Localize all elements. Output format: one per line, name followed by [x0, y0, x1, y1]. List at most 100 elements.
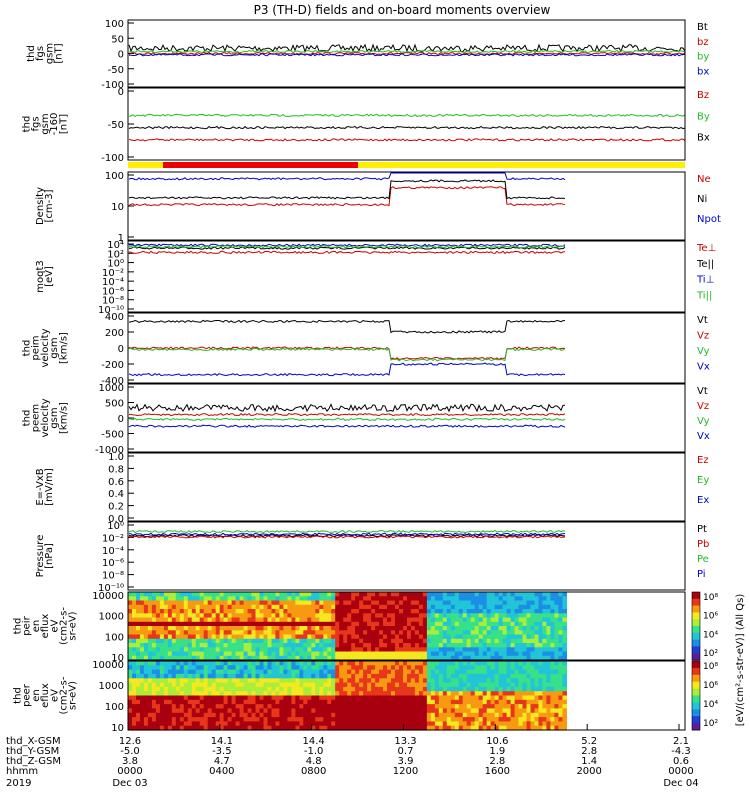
- spectrogram-cell: [143, 712, 149, 718]
- spectrogram-cell: [351, 655, 356, 661]
- spectrogram-cell: [291, 621, 296, 627]
- spectrogram-cell: [482, 647, 488, 653]
- spectrogram-cell: [347, 617, 352, 623]
- spectrogram-cell: [407, 621, 412, 627]
- spectrogram-cell: [307, 643, 312, 648]
- spectrogram-cell: [227, 621, 233, 627]
- spectrogram-cell: [132, 613, 137, 619]
- spectrogram-cell: [383, 682, 388, 688]
- spectrogram-cell: [243, 643, 249, 648]
- spectrogram-cell: [375, 617, 380, 623]
- spectrogram-cell: [438, 669, 444, 675]
- spectrogram-cell: [422, 617, 428, 623]
- spectrogram-cell: [518, 613, 524, 619]
- spectrogram-cell: [251, 695, 257, 701]
- spectrogram-cell: [279, 600, 284, 606]
- spectrogram-cell: [343, 712, 348, 718]
- spectrogram-cell: [171, 638, 177, 644]
- spectrogram-cell: [498, 638, 504, 644]
- spectrogram-cell: [490, 691, 496, 697]
- spectrogram-cell: [299, 704, 304, 709]
- spectrogram-cell: [482, 721, 488, 727]
- spectrogram-cell: [255, 621, 261, 627]
- spectrogram-cell: [486, 600, 492, 606]
- spectrogram-cell: [211, 647, 217, 653]
- spectrogram-cell: [434, 699, 440, 705]
- spectrogram-cell: [410, 725, 416, 731]
- spectrogram-cell: [442, 638, 448, 644]
- spectrogram-cell: [526, 708, 532, 714]
- spectrogram-cell: [327, 609, 332, 614]
- spectrogram-cell: [363, 647, 368, 653]
- spectrogram-cell: [331, 708, 336, 714]
- spectrogram-cell: [502, 725, 508, 731]
- spectrogram-cell: [335, 592, 340, 597]
- spectrogram-cell: [199, 691, 205, 697]
- spectrogram-cell: [267, 708, 273, 714]
- spectrogram-cell: [219, 604, 225, 610]
- spectrogram-cell: [319, 682, 324, 688]
- spectrogram-cell: [307, 592, 312, 597]
- spectrogram-cell: [502, 600, 508, 606]
- spectrogram-cell: [347, 725, 352, 731]
- spectrogram-cell: [243, 651, 249, 657]
- spectrogram-cell: [462, 609, 468, 614]
- spectrogram-cell: [299, 686, 304, 692]
- spectrogram-cell: [407, 596, 412, 602]
- spectrogram-cell: [399, 665, 404, 671]
- spectrogram-cell: [502, 617, 508, 623]
- spectrogram-cell: [279, 695, 284, 701]
- spectrogram-cell: [291, 704, 296, 709]
- spectrogram-cell: [303, 712, 308, 718]
- spectrogram-cell: [478, 686, 484, 692]
- spectrogram-cell: [140, 626, 145, 631]
- spectrogram-cell: [526, 682, 532, 688]
- spectrogram-cell: [179, 647, 185, 653]
- spectrogram-cell: [542, 699, 547, 705]
- spectrogram-cell: [275, 704, 280, 709]
- spectrogram-cell: [418, 600, 424, 606]
- spectrogram-cell: [494, 630, 500, 636]
- spectrogram-cell: [418, 592, 424, 597]
- spectrogram-cell: [136, 643, 141, 648]
- spectrogram-cell: [147, 647, 153, 653]
- spectrogram-cell: [151, 695, 157, 701]
- spectrogram-cell: [143, 643, 149, 648]
- spectrogram-cell: [542, 691, 547, 697]
- spectrogram-cell: [140, 604, 145, 610]
- spectrogram-cell: [403, 704, 408, 709]
- spectrogram-cell: [331, 717, 336, 722]
- spectrogram-cell: [458, 613, 464, 619]
- spectrogram-cell: [255, 638, 261, 644]
- spectrogram-cell: [367, 717, 372, 722]
- spectrogram-cell: [446, 647, 452, 653]
- spectrogram-cell: [458, 592, 464, 597]
- spectrogram-cell: [187, 634, 193, 640]
- spectrogram-cell: [339, 638, 344, 644]
- spectrogram-cell: [315, 651, 320, 657]
- spectrogram-cell: [331, 626, 336, 631]
- spectrogram-cell: [470, 717, 476, 722]
- spectrogram-cell: [351, 600, 356, 606]
- spectrogram-cell: [343, 643, 348, 648]
- spectrogram-cell: [183, 596, 189, 602]
- spectrogram-cell: [199, 721, 205, 727]
- spectrogram-cell: [558, 661, 563, 666]
- spectrogram-cell: [470, 621, 476, 627]
- spectrogram-cell: [518, 686, 524, 692]
- spectrogram-cell: [223, 604, 229, 610]
- spectrogram-cell: [175, 669, 181, 675]
- y-axis-label: peem: [31, 404, 42, 432]
- spectrogram-cell: [339, 704, 344, 709]
- spectrogram-cell: [287, 673, 292, 679]
- spectrogram-cell: [363, 609, 368, 614]
- spectrogram-cell: [359, 596, 364, 602]
- spectrogram-cell: [140, 600, 145, 606]
- series-by: [128, 113, 686, 118]
- spectrogram-cell: [203, 604, 209, 610]
- spectrogram-cell: [279, 609, 284, 614]
- spectrogram-cell: [359, 669, 364, 675]
- spectrogram-cell: [319, 604, 324, 610]
- spectrogram-cell: [263, 626, 269, 631]
